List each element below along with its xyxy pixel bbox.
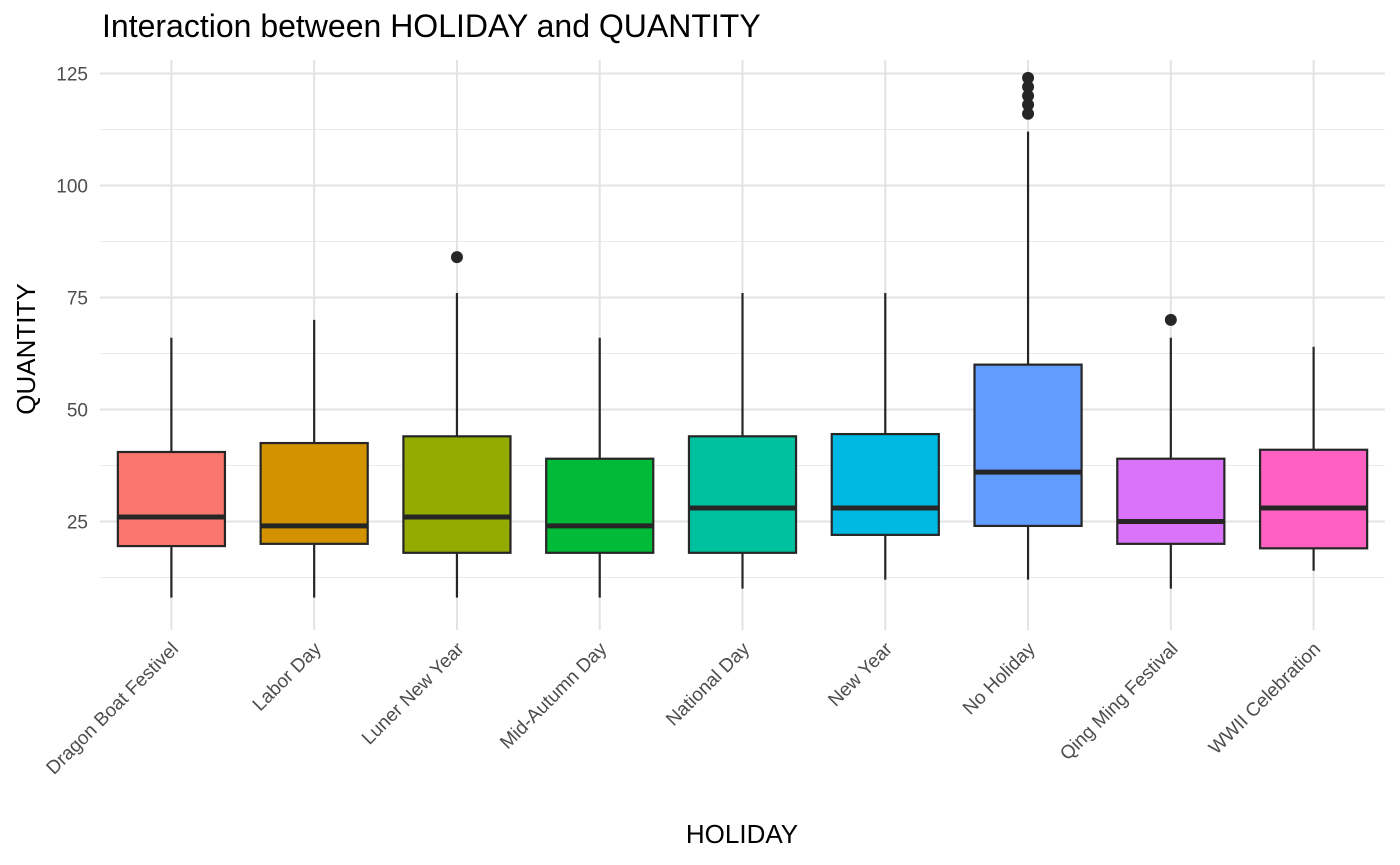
y-tick-label: 50: [67, 400, 88, 421]
outlier-point: [1022, 71, 1035, 84]
outlier-point: [1022, 80, 1035, 93]
y-axis-title: QUANTITY: [11, 283, 41, 414]
x-tick-label: National Day: [662, 638, 754, 730]
box-group: [402, 251, 512, 598]
box-layer: [116, 71, 1369, 598]
outlier-point: [1164, 313, 1177, 326]
outlier-point: [1022, 89, 1035, 102]
x-tick-label: WWII Celebration: [1205, 639, 1325, 759]
box-group: [545, 337, 655, 598]
x-tick-label: Luner New Year: [358, 638, 469, 749]
outlier-point: [1022, 107, 1035, 120]
box-body: [545, 457, 655, 554]
chart-title: Interaction between HOLIDAY and QUANTITY: [102, 8, 761, 44]
x-tick-label: Qing Ming Festival: [1056, 639, 1182, 765]
x-axis-title: HOLIDAY: [686, 819, 798, 849]
x-tick-label: Dragon Boat Festivel: [43, 639, 183, 779]
box-body: [1258, 448, 1369, 550]
box-body: [830, 432, 940, 536]
box-body: [116, 450, 227, 548]
box-body: [687, 435, 798, 554]
box-body: [402, 435, 512, 554]
outlier-point: [1022, 98, 1035, 111]
box-body: [259, 441, 369, 545]
x-tick-label: No Holiday: [959, 638, 1040, 719]
box-group: [830, 292, 940, 580]
box-body: [1116, 457, 1226, 545]
box-body: [973, 363, 1083, 528]
x-tick-label: New Year: [824, 638, 897, 711]
outlier-point: [450, 251, 463, 264]
y-tick-label: 25: [67, 512, 88, 533]
box-group: [973, 71, 1083, 580]
box-group: [1116, 313, 1226, 589]
box-group: [259, 319, 369, 598]
x-tick-label: Mid-Autumn Day: [496, 638, 611, 753]
box-group: [1258, 346, 1369, 571]
y-tick-label: 125: [56, 64, 88, 85]
y-tick-label: 100: [56, 176, 88, 197]
box-group: [687, 292, 798, 589]
y-tick-label: 75: [67, 288, 88, 309]
x-tick-label: Labor Day: [249, 638, 326, 715]
box-group: [116, 337, 227, 598]
